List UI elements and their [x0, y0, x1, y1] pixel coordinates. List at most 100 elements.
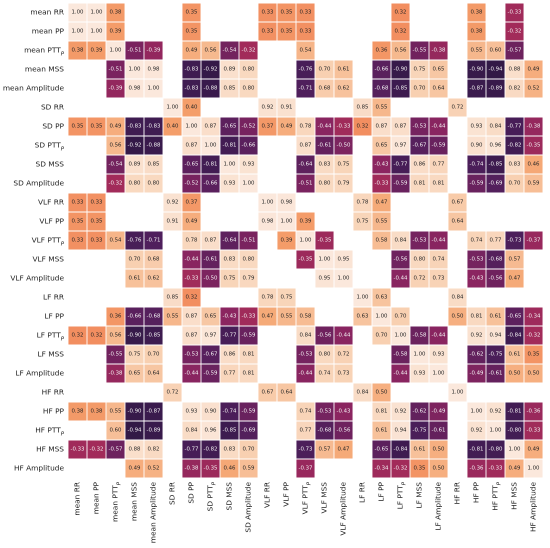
heatmap-cell	[353, 41, 372, 60]
heatmap-cell	[429, 98, 448, 117]
cell-value-label: 0.75	[337, 162, 349, 168]
cell-value-label: 0.95	[337, 257, 349, 263]
cell-value-label: 0.79	[242, 276, 255, 282]
heatmap-cell	[68, 231, 87, 250]
heatmap-cell	[467, 383, 486, 402]
heatmap-cell	[201, 307, 220, 326]
cell-value-label: 0.74	[299, 409, 312, 415]
heatmap-cell	[334, 288, 353, 307]
heatmap-cell	[334, 212, 353, 231]
cell-value-label: 0.49	[128, 466, 141, 472]
heatmap-cell	[353, 155, 372, 174]
heatmap-cell	[448, 383, 467, 402]
cell-value-label: -0.59	[242, 333, 257, 339]
heatmap-cell	[106, 250, 125, 269]
heatmap-cell	[239, 79, 258, 98]
heatmap-cell	[201, 440, 220, 459]
heatmap-cell	[505, 383, 524, 402]
heatmap-cell	[391, 98, 410, 117]
cell-value-label: -0.44	[185, 371, 200, 377]
heatmap-cell	[505, 231, 524, 250]
heatmap-cell	[353, 364, 372, 383]
heatmap-cell	[220, 22, 239, 41]
cell-value-label: 0.62	[337, 86, 349, 92]
cell-value-label: 0.98	[280, 200, 293, 206]
y-tick-label-mean-amplitude: mean Amplitude	[3, 84, 65, 93]
heatmap-cell	[258, 459, 277, 478]
heatmap-cell	[220, 345, 239, 364]
cell-value-label: -0.44	[394, 371, 409, 377]
cell-value-label: 0.77	[223, 371, 235, 377]
cell-value-label: 0.70	[242, 447, 255, 453]
heatmap-cell	[182, 212, 201, 231]
heatmap-cell	[239, 269, 258, 288]
cell-value-label: -0.83	[185, 67, 199, 73]
cell-value-label: -0.92	[204, 67, 218, 73]
heatmap-cell	[372, 288, 391, 307]
heatmap-cell	[296, 212, 315, 231]
cell-value-label: 0.35	[71, 124, 83, 130]
heatmap-cell	[372, 364, 391, 383]
heatmap-cell	[334, 402, 353, 421]
heatmap-cell	[125, 421, 144, 440]
cell-value-label: -0.39	[147, 48, 162, 54]
heatmap-cell	[144, 402, 163, 421]
heatmap-cell	[144, 345, 163, 364]
cell-value-label: 0.72	[451, 105, 463, 111]
cell-value-label: -0.33	[71, 447, 85, 453]
cell-value-label: 1.00	[109, 48, 122, 54]
x-tick-label-mean-pp: mean PP	[92, 481, 101, 514]
cell-value-label: -0.66	[204, 181, 219, 187]
heatmap-cell	[258, 117, 277, 136]
cell-value-label: 0.50	[527, 371, 540, 377]
heatmap-cell	[486, 155, 505, 174]
cell-value-label: 0.70	[128, 257, 141, 263]
cell-value-label: -0.82	[204, 447, 218, 453]
heatmap-cell	[258, 402, 277, 421]
heatmap-cell	[353, 250, 372, 269]
cell-value-label: -0.52	[242, 124, 256, 130]
cell-value-label: 0.32	[356, 124, 368, 130]
heatmap-cell	[334, 364, 353, 383]
heatmap-cell	[486, 288, 505, 307]
cell-value-label: 0.72	[166, 390, 178, 396]
heatmap-cell	[106, 364, 125, 383]
heatmap-cell	[125, 193, 144, 212]
heatmap-cell	[486, 345, 505, 364]
cell-value-label: 0.35	[90, 219, 102, 225]
heatmap-cell	[448, 79, 467, 98]
x-tick-label-lf-amplitude: LF Amplitude	[434, 482, 443, 531]
heatmap-cell	[182, 345, 201, 364]
cell-value-label: 0.92	[470, 428, 482, 434]
heatmap-cell	[163, 383, 182, 402]
cell-value-label: -0.74	[470, 162, 485, 168]
heatmap-cell	[524, 174, 543, 193]
heatmap-cell	[448, 3, 467, 22]
heatmap-cell	[315, 60, 334, 79]
heatmap-cell	[144, 440, 163, 459]
heatmap-cell	[68, 174, 87, 193]
cell-value-label: -0.59	[470, 181, 485, 187]
heatmap-cell	[391, 41, 410, 60]
heatmap-cell	[353, 326, 372, 345]
heatmap-cell	[372, 250, 391, 269]
cell-value-label: 0.61	[128, 276, 140, 282]
heatmap-cell	[163, 3, 182, 22]
heatmap-cell	[239, 288, 258, 307]
heatmap-cell	[353, 345, 372, 364]
heatmap-cell	[106, 136, 125, 155]
cell-value-label: -0.58	[394, 352, 409, 358]
heatmap-cell	[410, 383, 429, 402]
heatmap-cell	[429, 22, 448, 41]
cell-value-label: 0.33	[261, 10, 273, 16]
heatmap-cell	[372, 41, 391, 60]
heatmap-cell	[220, 3, 239, 22]
heatmap-cell	[410, 79, 429, 98]
heatmap-cell	[315, 440, 334, 459]
heatmap-cell	[182, 98, 201, 117]
heatmap-cell	[391, 136, 410, 155]
cell-value-label: 0.89	[223, 67, 236, 73]
heatmap-cell	[163, 136, 182, 155]
heatmap-cell	[296, 250, 315, 269]
